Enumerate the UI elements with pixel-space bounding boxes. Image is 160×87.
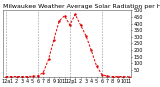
Text: Milwaukee Weather Average Solar Radiation per Hour W/m2 (Last 24 Hours): Milwaukee Weather Average Solar Radiatio…	[3, 4, 160, 9]
